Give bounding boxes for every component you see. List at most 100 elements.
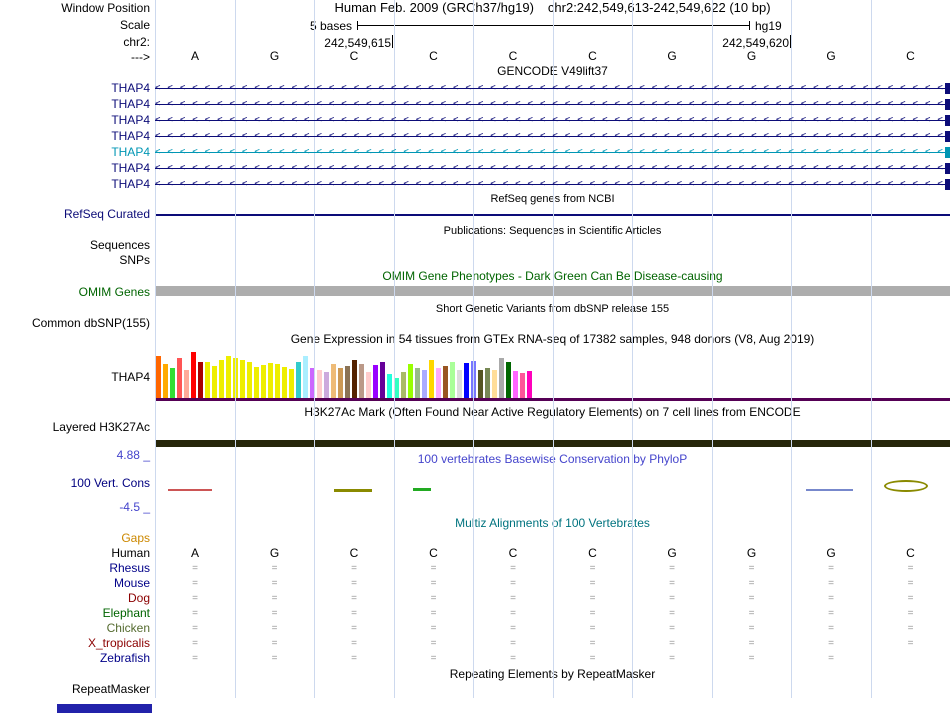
layered-h3k27ac-label[interactable]: Layered H3K27Ac [52, 420, 150, 434]
gtex-tissue-bar[interactable] [415, 368, 420, 398]
intron-line [155, 168, 950, 169]
gencode-transcript[interactable]: <<<<<<<<<<<<<<<<<<<<<<<<<<<<<<<<<<<<<<<<… [155, 128, 950, 144]
gtex-tissue-bar[interactable] [478, 370, 483, 398]
gtex-tissue-bar[interactable] [492, 370, 497, 398]
gtex-tissue-bar[interactable] [422, 370, 427, 398]
species-label-mouse[interactable]: Mouse [113, 576, 150, 590]
species-label-rhesus[interactable]: Rhesus [109, 561, 150, 575]
position-title: Human Feb. 2009 (GRCh37/hg19) chr2:242,54… [155, 1, 950, 14]
gtex-tissue-bar[interactable] [352, 360, 357, 398]
gtex-tissue-bar[interactable] [436, 368, 441, 398]
gencode-transcript[interactable]: <<<<<<<<<<<<<<<<<<<<<<<<<<<<<<<<<<<<<<<<… [155, 176, 950, 192]
gtex-tissue-bar[interactable] [219, 360, 224, 398]
publications-sequences-label[interactable]: Sequences [89, 238, 150, 252]
gtex-tissue-bar[interactable] [457, 370, 462, 398]
species-label-gaps[interactable]: Gaps [121, 531, 150, 545]
gtex-tissue-bar[interactable] [499, 358, 504, 398]
alignment-match-mark: = [351, 578, 357, 589]
gtex-tissue-bar[interactable] [345, 366, 350, 398]
common-dbsnp-label[interactable]: Common dbSNP(155) [31, 316, 150, 330]
gencode-gene-label[interactable]: THAP4 [111, 161, 150, 175]
gencode-gene-label[interactable]: THAP4 [111, 177, 150, 191]
species-label-x_tropicalis[interactable]: X_tropicalis [87, 636, 150, 650]
gencode-transcript[interactable]: <<<<<<<<<<<<<<<<<<<<<<<<<<<<<<<<<<<<<<<<… [155, 80, 950, 96]
gtex-tissue-bar[interactable] [506, 362, 511, 398]
gtex-tissue-bar[interactable] [282, 367, 287, 398]
gtex-tissue-bar[interactable] [464, 363, 469, 398]
gtex-tissue-bar[interactable] [527, 371, 532, 398]
gtex-tissue-bar[interactable] [429, 360, 434, 398]
alignment-match-mark: = [589, 563, 596, 574]
gtex-tissue-bar[interactable] [450, 362, 455, 398]
species-label-human[interactable]: Human [111, 546, 150, 560]
gtex-tissue-bar[interactable] [331, 364, 336, 398]
species-label-zebrafish[interactable]: Zebrafish [99, 651, 150, 665]
gtex-tissue-bar[interactable] [268, 363, 273, 398]
gtex-tissue-bar[interactable] [359, 364, 364, 398]
gtex-tissue-bar[interactable] [520, 373, 525, 398]
gtex-tissue-bar[interactable] [338, 368, 343, 398]
gtex-gene-label[interactable]: THAP4 [111, 370, 150, 384]
gencode-transcript[interactable]: <<<<<<<<<<<<<<<<<<<<<<<<<<<<<<<<<<<<<<<<… [155, 144, 950, 160]
species-label-elephant[interactable]: Elephant [102, 606, 150, 620]
alignment-match-mark: = [271, 563, 278, 574]
gtex-tissue-bar[interactable] [254, 367, 259, 398]
gencode-gene-label[interactable]: THAP4 [111, 81, 150, 95]
gtex-tissue-bar[interactable] [170, 368, 175, 398]
gtex-tissue-bar[interactable] [275, 364, 280, 398]
omim-genes-track[interactable] [155, 286, 950, 296]
gtex-tissue-bar[interactable] [247, 362, 252, 398]
gtex-gene-model-line[interactable] [155, 398, 950, 401]
gencode-transcript[interactable]: <<<<<<<<<<<<<<<<<<<<<<<<<<<<<<<<<<<<<<<<… [155, 96, 950, 112]
gtex-tissue-bar[interactable] [408, 364, 413, 398]
gtex-tissue-bar[interactable] [212, 366, 217, 398]
vert-cons-label[interactable]: 100 Vert. Cons [70, 476, 150, 490]
gencode-transcript[interactable]: <<<<<<<<<<<<<<<<<<<<<<<<<<<<<<<<<<<<<<<<… [155, 160, 950, 176]
publications-snps-label[interactable]: SNPs [119, 253, 150, 267]
gtex-tissue-bar[interactable] [205, 362, 210, 398]
gtex-tissue-bar[interactable] [226, 356, 231, 398]
gencode-gene-label[interactable]: THAP4 [111, 129, 150, 143]
ruler-base-letter: G [826, 49, 836, 63]
alignment-match-mark: = [828, 653, 834, 664]
gencode-gene-label[interactable]: THAP4 [111, 97, 150, 111]
gtex-tissue-bar[interactable] [303, 356, 308, 398]
species-label-chicken[interactable]: Chicken [106, 621, 150, 635]
gtex-tissue-bar[interactable] [261, 365, 266, 398]
gtex-tissue-bar[interactable] [380, 362, 385, 398]
gtex-tissue-bar[interactable] [443, 366, 448, 398]
alignment-match-mark: = [510, 653, 516, 664]
gtex-tissue-bar[interactable] [240, 360, 245, 398]
refseq-curated-label[interactable]: RefSeq Curated [63, 207, 150, 221]
gtex-tissue-bar[interactable] [324, 372, 329, 398]
gtex-tissue-bar[interactable] [366, 372, 371, 398]
base-boundary-guideline [712, 0, 713, 698]
gtex-tissue-bar[interactable] [401, 372, 406, 398]
gtex-tissue-bar[interactable] [394, 378, 399, 398]
gtex-tissue-bar[interactable] [156, 356, 161, 398]
bottom-blue-bar[interactable] [57, 704, 152, 713]
gtex-tissue-bar[interactable] [296, 362, 301, 398]
refseq-curated-track[interactable] [155, 214, 950, 216]
species-label-dog[interactable]: Dog [127, 591, 150, 605]
gtex-tissue-bar[interactable] [289, 369, 294, 398]
gencode-transcript[interactable]: <<<<<<<<<<<<<<<<<<<<<<<<<<<<<<<<<<<<<<<<… [155, 112, 950, 128]
gencode-gene-label[interactable]: THAP4 [111, 145, 150, 159]
gtex-tissue-bar[interactable] [513, 371, 518, 398]
gencode-gene-label[interactable]: THAP4 [111, 113, 150, 127]
gtex-tissue-bar[interactable] [191, 352, 196, 398]
gtex-tissue-bar[interactable] [373, 365, 378, 398]
gtex-tissue-bar[interactable] [387, 374, 392, 398]
omim-genes-label[interactable]: OMIM Genes [78, 285, 150, 299]
gtex-tissue-bar[interactable] [184, 370, 189, 398]
gtex-tissue-bar[interactable] [177, 358, 182, 398]
repeatmasker-label[interactable]: RepeatMasker [71, 682, 150, 696]
human-base-letter: C [508, 546, 518, 560]
gtex-tissue-bar[interactable] [163, 364, 168, 398]
layered-h3k27ac-track[interactable] [155, 440, 950, 447]
gtex-tissue-bar[interactable] [198, 362, 203, 398]
gtex-tissue-bar[interactable] [310, 368, 315, 398]
gtex-tissue-bar[interactable] [317, 370, 322, 398]
gtex-tissue-bar[interactable] [485, 368, 490, 398]
